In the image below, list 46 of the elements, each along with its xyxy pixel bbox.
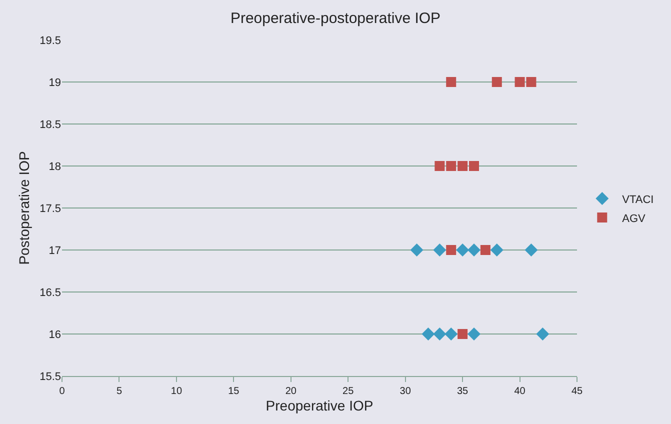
- point: [480, 245, 490, 255]
- legend-label: VTACI: [622, 194, 654, 206]
- y-tick-label: 19.5: [40, 34, 61, 47]
- y-tick-label: 18.5: [40, 118, 61, 131]
- x-tick-label: 20: [285, 386, 297, 397]
- x-tick-label: 0: [59, 386, 66, 397]
- y-tick-label: 18: [48, 160, 61, 173]
- point: [433, 328, 446, 340]
- x-tick-label: 15: [228, 386, 240, 397]
- x-tick-label: 40: [514, 386, 526, 397]
- x-tick-label: 5: [116, 386, 122, 397]
- point: [410, 244, 424, 256]
- legend-label: AGV: [622, 212, 646, 225]
- point: [524, 244, 538, 256]
- point: [468, 328, 480, 340]
- point: [469, 161, 479, 171]
- y-tick-label: 17: [48, 244, 61, 257]
- point: [458, 161, 468, 171]
- point: [526, 77, 536, 87]
- x-tick-label: 35: [456, 386, 469, 397]
- y-tick-label: 17.5: [40, 202, 61, 215]
- x-tick-label: 30: [400, 386, 412, 397]
- point: [433, 244, 446, 256]
- point: [514, 77, 525, 87]
- y-tick-label: 16: [48, 328, 61, 341]
- point: [536, 328, 550, 340]
- point: [434, 161, 445, 171]
- point: [446, 161, 456, 171]
- y-axis-title: Postoperative IOP: [16, 151, 32, 265]
- point: [446, 245, 456, 255]
- chart-title: Preoperative-postoperative IOP: [230, 10, 441, 28]
- x-tick-label: 45: [571, 386, 583, 397]
- point: [492, 77, 502, 87]
- point: [444, 328, 458, 340]
- point: [422, 328, 435, 340]
- point: [490, 244, 504, 256]
- x-tick-label: 25: [342, 386, 354, 397]
- point: [446, 77, 456, 87]
- x-tick-label: 10: [170, 386, 182, 397]
- point: [458, 329, 468, 339]
- point: [468, 244, 480, 256]
- point: [456, 244, 470, 256]
- y-tick-label: 19: [48, 76, 61, 89]
- y-tick-label: 16.5: [40, 286, 61, 299]
- x-axis-title: Preoperative IOP: [266, 397, 374, 414]
- y-tick-label: 15.5: [40, 370, 61, 383]
